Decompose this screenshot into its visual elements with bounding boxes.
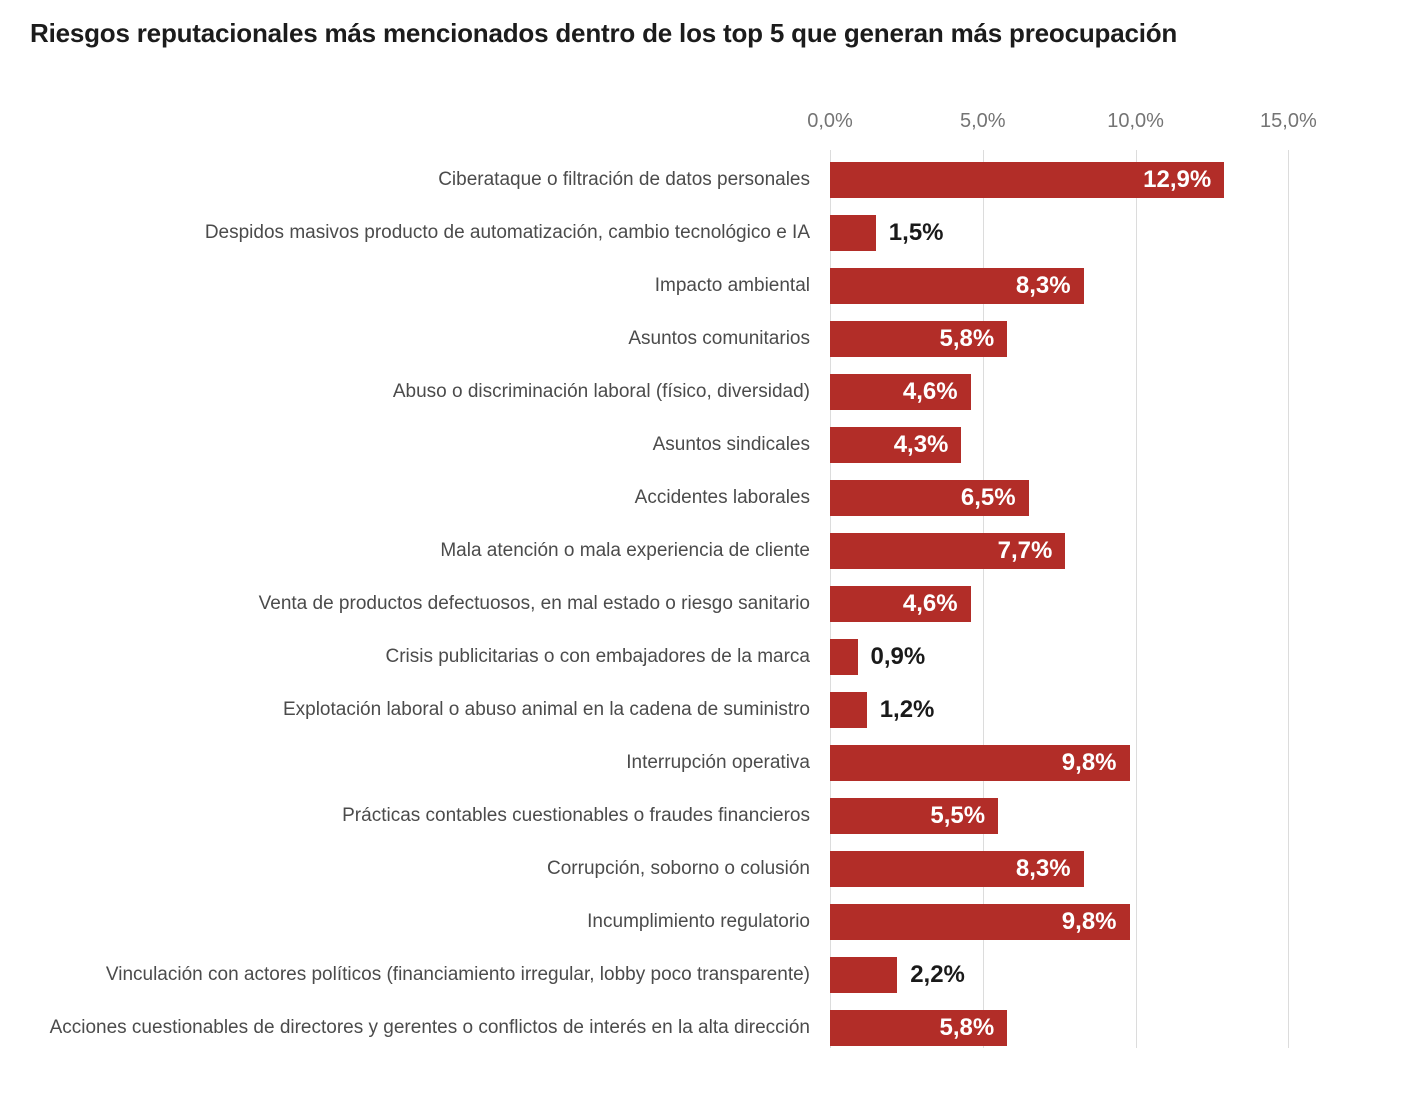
category-label: Venta de productos defectuosos, en mal e…: [258, 593, 810, 614]
chart-title: Riesgos reputacionales más mencionados d…: [30, 18, 1178, 48]
category-label: Mala atención o mala experiencia de clie…: [440, 540, 810, 561]
bar-value-label: 1,2%: [879, 696, 935, 723]
x-axis-tick-label: 15,0%: [1260, 110, 1317, 132]
bar-value-label: 8,3%: [1015, 855, 1071, 882]
bar: [830, 374, 971, 410]
category-label: Acciones cuestionables de directores y g…: [49, 1017, 810, 1038]
bar-value-label: 4,3%: [893, 431, 949, 458]
category-label: Asuntos sindicales: [652, 434, 810, 455]
category-label: Impacto ambiental: [654, 275, 810, 296]
bar: [830, 480, 1029, 516]
bar: [830, 533, 1066, 569]
bar-value-label: 1,5%: [888, 219, 944, 246]
bar-value-label: 12,9%: [1143, 166, 1212, 193]
bar-value-label: 5,8%: [939, 325, 995, 352]
bar-value-label: 8,3%: [1015, 272, 1071, 299]
bar: [830, 586, 971, 622]
bar-value-label: 2,2%: [910, 961, 965, 988]
category-label: Interrupción operativa: [626, 752, 810, 773]
bar-value-label: 0,9%: [870, 643, 926, 670]
bar: [830, 851, 1084, 887]
bar-value-label: 9,8%: [1061, 749, 1117, 776]
gridline: [982, 150, 984, 1048]
category-label: Corrupción, soborno o colusión: [547, 858, 810, 879]
bar: [830, 904, 1130, 940]
bar: [830, 1010, 1008, 1046]
x-axis-tick-label: 10,0%: [1107, 110, 1164, 132]
bar: [830, 215, 876, 251]
gridline: [1135, 150, 1137, 1048]
bar-value-label: 4,6%: [902, 378, 958, 405]
gridline: [1288, 150, 1290, 1048]
bar-value-label: 5,8%: [939, 1014, 995, 1041]
bar: [830, 321, 1008, 357]
bar-value-label: 4,6%: [902, 590, 958, 617]
category-label: Accidentes laborales: [634, 487, 810, 508]
bar: [830, 162, 1225, 198]
category-label: Abuso o discriminación laboral (físico, …: [392, 381, 810, 402]
bar: [830, 639, 858, 675]
x-axis-tick-label: 0,0%: [807, 110, 853, 132]
category-label: Despidos masivos producto de automatizac…: [204, 222, 810, 243]
bar-value-label: 5,5%: [930, 802, 986, 829]
category-label: Ciberataque o filtración de datos person…: [438, 169, 810, 190]
bar-value-label: 9,8%: [1061, 908, 1117, 935]
category-label: Explotación laboral o abuso animal en la…: [282, 699, 810, 720]
bar: [830, 268, 1084, 304]
bar-value-label: 6,5%: [960, 484, 1016, 511]
category-label: Crisis publicitarias o con embajadores d…: [385, 646, 810, 667]
bar: [830, 957, 898, 993]
category-label: Asuntos comunitarios: [628, 328, 810, 349]
bar: [830, 427, 962, 463]
bar: [830, 745, 1130, 781]
bar: [830, 798, 999, 834]
x-axis-tick-label: 5,0%: [960, 110, 1006, 132]
category-label: Prácticas contables cuestionables o frau…: [342, 805, 810, 826]
category-label: Incumplimiento regulatorio: [587, 911, 810, 932]
bar: [830, 692, 867, 728]
bar-value-label: 7,7%: [997, 537, 1053, 564]
category-label: Vinculación con actores políticos (finan…: [105, 964, 810, 985]
